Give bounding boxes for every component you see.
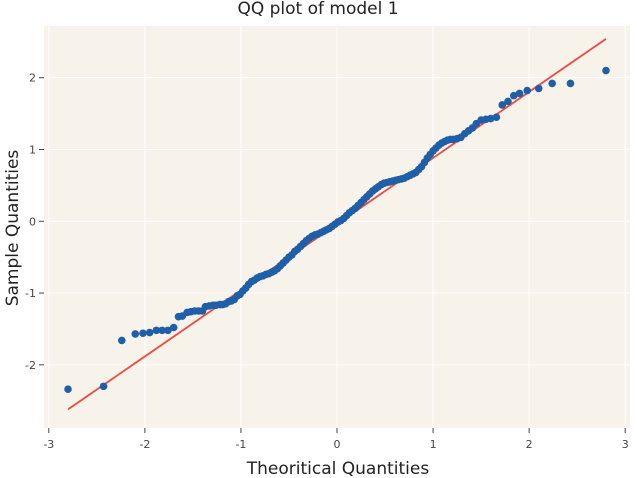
sample-point — [504, 97, 512, 106]
x-tick-label: 3 — [622, 438, 629, 451]
sample-point — [152, 326, 161, 335]
x-tick-label: -2 — [139, 438, 150, 451]
y-axis-ticks: -2 -1 0 1 2 — [25, 72, 44, 372]
y-tick-label: 2 — [29, 72, 36, 85]
y-axis-title: Sample Quantities — [3, 150, 23, 307]
y-tick-label: 0 — [29, 215, 36, 228]
sample-point — [509, 91, 518, 100]
sample-point — [566, 79, 575, 88]
sample-point — [164, 326, 172, 335]
x-tick-label: -1 — [235, 438, 246, 451]
y-tick-label: 1 — [29, 143, 36, 156]
x-tick-label: 2 — [526, 438, 533, 451]
sample-point — [118, 336, 126, 345]
y-tick-label: -1 — [25, 287, 36, 300]
sample-point — [99, 382, 108, 391]
y-tick-label: -2 — [25, 359, 36, 372]
sample-points — [64, 66, 610, 394]
sample-point — [548, 79, 556, 88]
sample-point — [515, 89, 524, 98]
sample-point — [169, 323, 178, 332]
sample-point — [139, 329, 147, 338]
sample-point — [602, 66, 610, 75]
sample-point — [145, 328, 154, 337]
sample-point — [534, 84, 543, 93]
sample-point — [498, 101, 507, 109]
chart-title: QQ plot of model 1 — [237, 0, 398, 19]
sample-point — [486, 114, 495, 123]
x-tick-label: 1 — [430, 438, 437, 451]
sample-point — [523, 86, 532, 95]
x-axis-title: Theoritical Quantities — [246, 459, 430, 478]
x-tick-label: -3 — [43, 438, 54, 451]
sample-point — [158, 326, 166, 335]
sample-point — [131, 330, 140, 338]
x-axis-ticks: -3 -2 -1 0 1 2 3 — [43, 428, 629, 451]
sample-point — [492, 113, 501, 121]
x-tick-label: 0 — [334, 438, 341, 451]
sample-point — [64, 385, 72, 394]
